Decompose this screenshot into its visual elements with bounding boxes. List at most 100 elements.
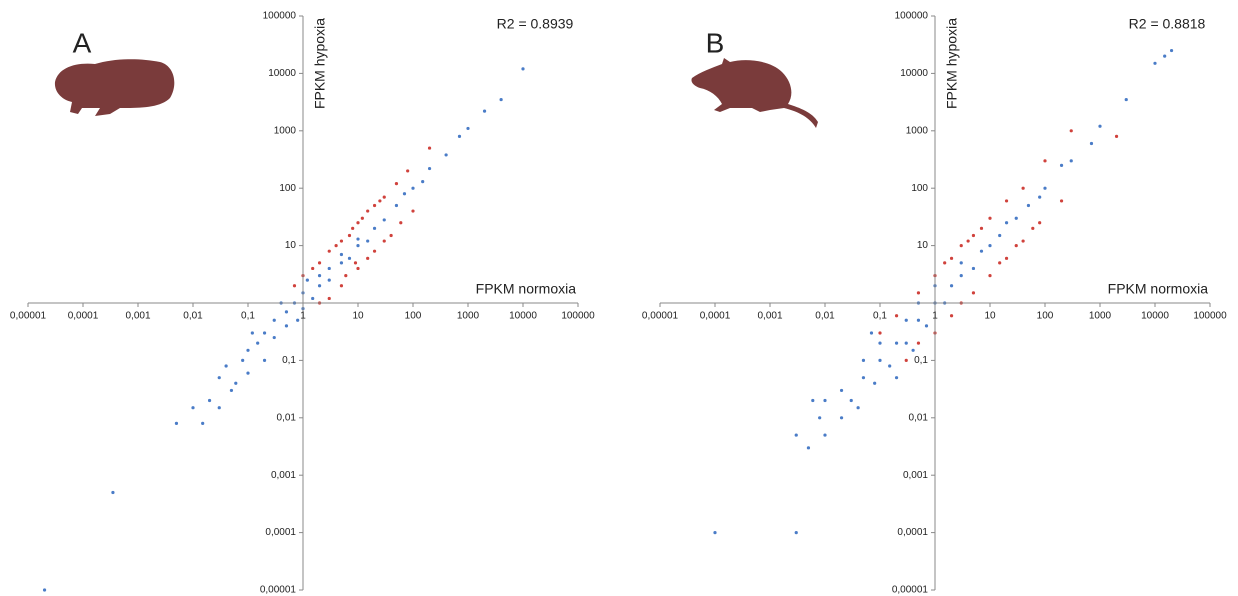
point xyxy=(794,433,798,437)
point xyxy=(229,388,234,393)
point xyxy=(943,261,947,265)
y-tick-label: 0,01 xyxy=(909,412,929,423)
y-axis-label: FPKM hypoxia xyxy=(944,18,960,109)
point xyxy=(347,233,352,238)
point xyxy=(372,203,377,208)
y-tick-label: 100 xyxy=(279,183,296,194)
point xyxy=(894,314,899,318)
point xyxy=(806,446,811,450)
point xyxy=(959,261,963,265)
x-tick-label: 10000 xyxy=(509,311,537,322)
point xyxy=(378,199,382,203)
point xyxy=(839,388,844,393)
point xyxy=(262,331,267,335)
x-tick-label: 0,01 xyxy=(183,311,203,322)
point xyxy=(317,284,322,288)
x-tick-label: 0,01 xyxy=(815,311,835,322)
point xyxy=(823,398,827,403)
point xyxy=(111,490,115,495)
x-tick-label: 1000 xyxy=(1089,311,1112,322)
point xyxy=(971,266,976,271)
mole-rat-silhouette xyxy=(54,59,175,116)
point xyxy=(878,341,882,345)
point xyxy=(217,406,221,410)
point xyxy=(971,233,976,238)
point xyxy=(861,358,866,362)
y-tick-label: 1000 xyxy=(274,125,297,136)
y-tick-label: 0,0001 xyxy=(265,527,296,538)
x-tick-label: 10 xyxy=(984,311,996,322)
point xyxy=(1021,186,1025,190)
point xyxy=(366,239,370,243)
point xyxy=(339,261,344,265)
point xyxy=(356,237,360,241)
x-tick-label: 0,0001 xyxy=(700,311,731,322)
point xyxy=(284,324,289,328)
point xyxy=(191,406,195,410)
x-tick-label: 0,1 xyxy=(241,311,255,322)
y-tick-label: 100 xyxy=(911,183,928,194)
y-axis-label: FPKM hypoxia xyxy=(312,18,328,109)
point xyxy=(372,226,377,230)
point xyxy=(224,364,228,368)
point xyxy=(339,239,344,243)
x-tick-label: 100000 xyxy=(561,311,595,322)
point xyxy=(1038,195,1042,199)
point xyxy=(457,134,462,138)
point xyxy=(382,195,386,199)
point xyxy=(878,331,882,335)
panel-label: B xyxy=(706,27,725,58)
point xyxy=(861,376,866,380)
point xyxy=(1069,129,1073,133)
point xyxy=(427,146,432,150)
point xyxy=(878,358,882,362)
y-tick-label: 0,1 xyxy=(914,355,928,366)
point xyxy=(1043,186,1047,190)
point xyxy=(998,261,1002,265)
x-tick-label: 1 xyxy=(932,311,938,322)
point xyxy=(366,209,370,213)
point xyxy=(713,531,717,535)
point xyxy=(873,381,877,385)
point xyxy=(904,341,908,345)
point xyxy=(869,331,874,335)
x-tick-label: 100000 xyxy=(1193,311,1227,322)
point xyxy=(174,421,179,425)
point xyxy=(971,291,976,295)
x-tick-label: 1 xyxy=(300,311,306,322)
point xyxy=(356,266,360,271)
point xyxy=(916,318,921,322)
point xyxy=(1004,221,1009,225)
x-tick-label: 0,00001 xyxy=(10,311,47,322)
point xyxy=(1014,244,1018,248)
y-tick-label: 0,001 xyxy=(271,470,296,481)
point xyxy=(327,278,331,282)
point xyxy=(959,244,963,248)
point xyxy=(406,169,410,173)
point xyxy=(250,331,254,335)
y-tick-label: 100000 xyxy=(895,11,929,22)
point xyxy=(949,256,954,260)
y-tick-label: 10 xyxy=(917,240,929,251)
point xyxy=(311,296,315,301)
x-tick-label: 1000 xyxy=(457,311,480,322)
point xyxy=(444,153,448,157)
y-tick-label: 1000 xyxy=(906,125,929,136)
point xyxy=(1169,48,1174,53)
annotation: R2 = 0.8939 xyxy=(497,16,574,32)
point xyxy=(256,341,260,345)
y-tick-label: 0,0001 xyxy=(897,527,928,538)
point xyxy=(1059,199,1064,203)
point xyxy=(959,274,963,278)
point xyxy=(272,335,276,340)
point xyxy=(823,433,827,437)
point xyxy=(924,324,929,328)
point xyxy=(246,348,250,352)
point xyxy=(339,252,344,257)
point xyxy=(305,278,309,282)
x-tick-label: 0,00001 xyxy=(642,311,679,322)
point xyxy=(201,421,205,425)
point xyxy=(262,358,267,362)
point xyxy=(241,358,245,362)
x-tick-label: 100 xyxy=(405,311,422,322)
